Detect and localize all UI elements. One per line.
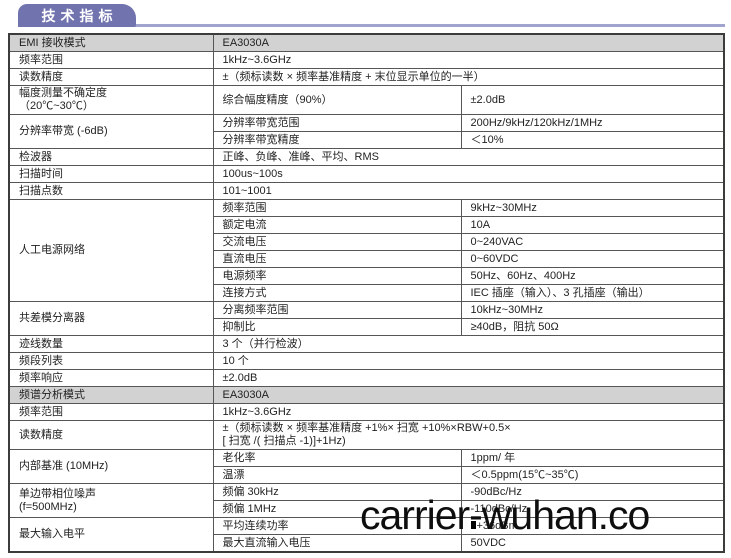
table-row: 最大输入电平 平均连续功率 +36dBm — [8, 517, 725, 553]
table-row: 频率响应 ±2.0dB — [8, 369, 725, 387]
table-row: 幅度测量不确定度 （20℃~30℃） 综合幅度精度（90%） ±2.0dB — [8, 85, 725, 115]
spec-sub-label: 抑制比 — [212, 318, 462, 336]
table-row: 频段列表 10 个 — [8, 352, 725, 370]
spec-label: 共差模分离器 — [8, 301, 214, 336]
spec-value: 101~1001 — [212, 182, 725, 200]
table-row: 扫描点数 101~1001 — [8, 182, 725, 200]
spec-label: 人工电源网络 — [8, 199, 214, 302]
spec-label: 内部基准 (10MHz) — [8, 449, 214, 484]
spec-value: ＜10% — [460, 131, 725, 149]
spec-sub-label: 最大直流输入电压 — [212, 534, 462, 553]
section-header-model: EA3030A — [212, 386, 725, 404]
spec-value-text: +36dBm — [476, 519, 518, 532]
spec-value: ＜0.5ppm(15℃~35℃) — [460, 466, 725, 484]
spec-label: 读数精度 — [8, 68, 214, 86]
spec-value: 1kHz~3.6GHz — [212, 403, 725, 421]
spec-label: 迹线数量 — [8, 335, 214, 353]
spec-value: 100us~100s — [212, 165, 725, 183]
spec-label: 幅度测量不确定度 （20℃~30℃） — [8, 85, 214, 115]
table-row: 分辨率带宽 (-6dB) 分辨率带宽范围 200Hz/9kHz/120kHz/1… — [8, 114, 725, 149]
section-header-row: 频谱分析模式 EA3030A — [8, 386, 725, 404]
spec-label: 读数精度 — [8, 420, 214, 450]
spec-value: +36dBm — [460, 517, 725, 535]
spec-sub-label: 分辨率带宽范围 — [212, 114, 462, 132]
spec-sub-label: 温漂 — [212, 466, 462, 484]
spec-value: 9kHz~30MHz — [460, 199, 725, 217]
spec-value: 200Hz/9kHz/120kHz/1MHz — [460, 114, 725, 132]
table-row: 电源频率 50Hz、60Hz、400Hz — [9, 267, 725, 285]
table-row: 频率范围 1kHz~3.6GHz — [8, 51, 725, 69]
spec-value: 0~60VDC — [460, 250, 725, 268]
watermark: carrier-wuhan.co — [360, 492, 650, 538]
spec-value: 1ppm/ 年 — [460, 449, 725, 467]
section-header-label: EMI 接收模式 — [8, 33, 214, 52]
spec-value: ≥40dB，阻抗 50Ω — [460, 318, 725, 336]
spec-label: 单边带相位噪声 (f=500MHz) — [8, 483, 214, 518]
table-row: 扫描时间 100us~100s — [8, 165, 725, 183]
spec-sub-label: 交流电压 — [212, 233, 462, 251]
spec-value: 10kHz~30MHz — [460, 301, 725, 319]
section-header-row: EMI 接收模式 EA3030A — [8, 33, 725, 52]
spec-label: 扫描时间 — [8, 165, 214, 183]
table-row: 最大直流输入电压 50VDC — [9, 534, 725, 553]
table-row: 人工电源网络 频率范围 9kHz~30MHz — [8, 199, 725, 302]
spec-label: 频率响应 — [8, 369, 214, 387]
spec-sub-label: 分离频率范围 — [212, 301, 462, 319]
table-row: 读数精度 ±（频标读数 × 频率基准精度 +1%× 扫宽 +10%×RBW+0.… — [8, 420, 725, 450]
spec-value: 1kHz~3.6GHz — [212, 51, 725, 69]
spec-label: 频段列表 — [8, 352, 214, 370]
specs-table: EMI 接收模式 EA3030A 频率范围 1kHz~3.6GHz 读数精度 ±… — [8, 33, 726, 553]
spec-value: 正峰、负峰、准峰、平均、RMS — [212, 148, 725, 166]
table-row: 内部基准 (10MHz) 老化率 1ppm/ 年 — [8, 449, 725, 484]
section-tab-label: 技术指标 — [41, 7, 118, 24]
table-row: 检波器 正峰、负峰、准峰、平均、RMS — [8, 148, 725, 166]
spec-value: 10 个 — [212, 352, 725, 370]
section-header-model: EA3030A — [212, 33, 725, 52]
spec-sub-label: 连接方式 — [212, 284, 462, 302]
table-row: 连接方式 IEC 插座（输入）、3 孔插座（输出） — [9, 284, 725, 302]
spec-value: IEC 插座（输入）、3 孔插座（输出） — [460, 284, 725, 302]
watermark-artifact-square — [470, 520, 476, 529]
spec-value: 3 个（并行检波） — [212, 335, 725, 353]
spec-value: ±2.0dB — [212, 369, 725, 387]
spec-sub-label: 电源频率 — [212, 267, 462, 285]
table-row: 额定电流 10A — [9, 216, 725, 234]
spec-label: 频率范围 — [8, 403, 214, 421]
spec-label: 最大输入电平 — [8, 517, 214, 553]
section-header-label: 频谱分析模式 — [8, 386, 214, 404]
spec-value: ±（频标读数 × 频率基准精度 + 末位显示单位的一半） — [212, 68, 725, 86]
spec-sub-label: 综合幅度精度（90%） — [212, 85, 462, 115]
spec-sub-label: 直流电压 — [212, 250, 462, 268]
table-row: 共差模分离器 分离频率范围 10kHz~30MHz — [8, 301, 725, 336]
spec-sub-label: 分辨率带宽精度 — [212, 131, 462, 149]
table-row: 直流电压 0~60VDC — [9, 250, 725, 268]
spec-value: 10A — [460, 216, 725, 234]
spec-value: 50Hz、60Hz、400Hz — [460, 267, 725, 285]
spec-value: 0~240VAC — [460, 233, 725, 251]
table-row: 读数精度 ±（频标读数 × 频率基准精度 + 末位显示单位的一半） — [8, 68, 725, 86]
spec-sub-label: 平均连续功率 — [212, 517, 462, 535]
spec-label: 检波器 — [8, 148, 214, 166]
spec-label: 分辨率带宽 (-6dB) — [8, 114, 214, 149]
spec-value: ±（频标读数 × 频率基准精度 +1%× 扫宽 +10%×RBW+0.5× [ … — [212, 420, 725, 450]
spec-sub-label: 频率范围 — [212, 199, 462, 217]
table-row: 频率范围 1kHz~3.6GHz — [8, 403, 725, 421]
tab-underline — [18, 24, 725, 27]
table-row: 抑制比 ≥40dB，阻抗 50Ω — [9, 318, 725, 336]
spec-value: 50VDC — [460, 534, 725, 553]
spec-label: 扫描点数 — [8, 182, 214, 200]
table-row: 迹线数量 3 个（并行检波） — [8, 335, 725, 353]
spec-value: ±2.0dB — [460, 85, 725, 115]
spec-sub-label: 老化率 — [212, 449, 462, 467]
spec-label: 频率范围 — [8, 51, 214, 69]
section-tab: 技术指标 — [18, 4, 136, 27]
spec-sub-label: 额定电流 — [212, 216, 462, 234]
